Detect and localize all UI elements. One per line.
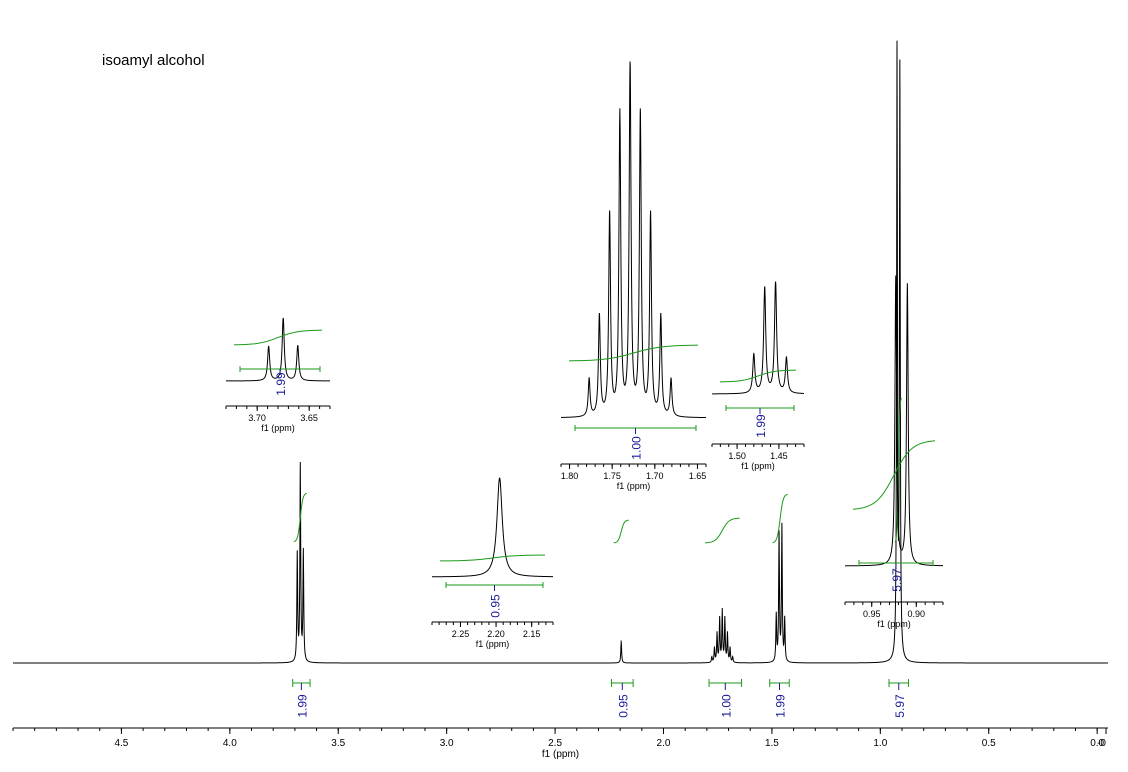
inset-tick-label: 0.95 (863, 609, 881, 619)
integral-label-3: 1.99 (774, 694, 788, 718)
spectrum-line (13, 40, 1108, 664)
x-tick-label: 4.5 (114, 738, 128, 749)
inset-integral-curve (568, 344, 699, 362)
inset-tick-label: 1.65 (689, 471, 707, 481)
inset-spectrum-line (432, 477, 553, 578)
integral-curve-0 (293, 492, 307, 543)
integral-label-2: 1.00 (719, 694, 733, 718)
x-tick-label: 2.0 (657, 738, 671, 749)
inset-tick-label: 1.75 (603, 471, 621, 481)
x-tick-label: 2.5 (548, 738, 562, 749)
inset-1.72: 1.00 1.80 1.75 1.70 1.65 f1 (ppm) (560, 61, 707, 491)
integral-label-4: 5.97 (893, 694, 907, 718)
inset-tick-label: 3.65 (300, 413, 318, 423)
inset-tick-label: 3.70 (248, 413, 266, 423)
inset-integral-curve (719, 369, 797, 383)
x-tick-label: 0.0 (1090, 738, 1104, 749)
chart-title: isoamyl alcohol (102, 52, 205, 69)
inset-integral-label: 1.99 (274, 372, 288, 396)
inset-tick-label: 0.90 (908, 609, 926, 619)
inset-axis-label: f1 (ppm) (476, 639, 510, 649)
inset-tick-label: 1.70 (646, 471, 664, 481)
inset-axis-label: f1 (ppm) (261, 423, 295, 433)
inset-axis-label: f1 (ppm) (617, 481, 651, 491)
inset-tick-label: 2.15 (523, 629, 541, 639)
integral-curve-4 (894, 397, 903, 543)
x-tick-label: 1.5 (765, 738, 779, 749)
inset-tick-label: 2.25 (452, 629, 470, 639)
inset-integral-label: 1.00 (630, 436, 644, 460)
inset-integral-curve (439, 554, 546, 562)
x-tick-label: 3.0 (440, 738, 454, 749)
x-axis-label: f1 (ppm) (542, 749, 579, 760)
x-tick-label: 1.0 (873, 738, 887, 749)
inset-integral-curve (233, 329, 323, 346)
x-tick-label: -0 (1097, 738, 1106, 749)
inset-tick-label: 1.50 (728, 451, 746, 461)
inset-integral-label: 0.95 (489, 594, 503, 618)
inset-tick-label: 2.20 (487, 629, 505, 639)
inset-tick-label: 1.80 (561, 471, 579, 481)
inset-integral-curve (852, 440, 936, 510)
integral-label-1: 0.95 (616, 694, 630, 718)
inset-spectrum-line (560, 61, 707, 419)
inset-integral-label: 5.97 (890, 568, 904, 592)
inset-axis-label: f1 (ppm) (877, 619, 911, 629)
x-tick-label: 0.5 (982, 738, 996, 749)
integral-curve-3 (772, 493, 788, 544)
inset-3.67: 1.99 3.70 3.65 f1 (ppm) (225, 317, 331, 433)
x-tick-label: 4.0 (223, 738, 237, 749)
integral-curve-2 (704, 517, 740, 544)
inset-spectrum-line (712, 281, 805, 395)
inset-axis-label: f1 (ppm) (741, 461, 775, 471)
inset-spectrum-line (226, 317, 330, 382)
inset-spectrum-line (845, 275, 943, 567)
x-tick-label: 3.5 (331, 738, 345, 749)
inset-2.20: 0.95 2.25 2.20 2.15 f1 (ppm) (431, 477, 554, 649)
inset-integral-label: 1.99 (754, 414, 768, 438)
integral-label-0: 1.99 (295, 694, 309, 718)
inset-tick-label: 1.45 (770, 451, 788, 461)
integral-curve-1 (613, 519, 629, 544)
